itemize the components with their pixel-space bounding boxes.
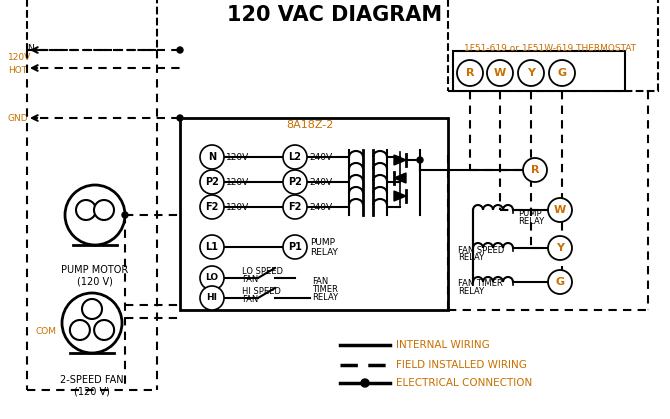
Text: RELAY: RELAY bbox=[458, 253, 484, 262]
Circle shape bbox=[518, 60, 544, 86]
Bar bbox=[453, 51, 625, 91]
Text: RELAY: RELAY bbox=[458, 287, 484, 297]
Circle shape bbox=[523, 158, 547, 182]
Text: 240V: 240V bbox=[309, 153, 332, 161]
Circle shape bbox=[62, 293, 122, 353]
Text: LO: LO bbox=[75, 334, 85, 342]
Text: FIELD INSTALLED WIRING: FIELD INSTALLED WIRING bbox=[396, 360, 527, 370]
Text: HOT: HOT bbox=[8, 65, 27, 75]
Polygon shape bbox=[394, 191, 406, 201]
Text: FAN: FAN bbox=[242, 274, 258, 284]
Text: F2: F2 bbox=[205, 202, 218, 212]
Text: R: R bbox=[531, 165, 539, 175]
Text: HI: HI bbox=[206, 293, 218, 303]
Text: 240V: 240V bbox=[309, 202, 332, 212]
Text: 120V: 120V bbox=[8, 52, 31, 62]
Text: FAN: FAN bbox=[312, 277, 328, 285]
Circle shape bbox=[417, 157, 423, 163]
Text: RELAY: RELAY bbox=[312, 292, 338, 302]
Text: 120V: 120V bbox=[226, 178, 249, 186]
Circle shape bbox=[65, 185, 125, 245]
Circle shape bbox=[200, 170, 224, 194]
Text: Y: Y bbox=[556, 243, 564, 253]
Text: 120V: 120V bbox=[226, 202, 249, 212]
Circle shape bbox=[82, 299, 102, 319]
Text: L2: L2 bbox=[289, 152, 302, 162]
Circle shape bbox=[548, 198, 572, 222]
Circle shape bbox=[283, 235, 307, 259]
Text: FAN: FAN bbox=[242, 295, 258, 303]
Text: RELAY: RELAY bbox=[310, 248, 338, 256]
Text: N: N bbox=[208, 152, 216, 162]
Bar bbox=[180, 118, 448, 310]
Bar bbox=[27, 0, 157, 50]
Polygon shape bbox=[394, 173, 406, 183]
Text: 8A18Z-2: 8A18Z-2 bbox=[286, 120, 334, 130]
Text: G: G bbox=[557, 68, 567, 78]
Circle shape bbox=[76, 200, 96, 220]
Circle shape bbox=[548, 270, 572, 294]
Text: F2: F2 bbox=[288, 202, 302, 212]
Circle shape bbox=[200, 266, 224, 290]
Text: L1: L1 bbox=[206, 242, 218, 252]
Circle shape bbox=[487, 60, 513, 86]
Text: GND: GND bbox=[8, 114, 29, 122]
Circle shape bbox=[361, 379, 369, 387]
Text: 120V: 120V bbox=[226, 153, 249, 161]
Circle shape bbox=[548, 236, 572, 260]
Text: W: W bbox=[494, 68, 506, 78]
Circle shape bbox=[94, 200, 114, 220]
Text: 120 VAC DIAGRAM: 120 VAC DIAGRAM bbox=[227, 5, 443, 25]
Text: PUMP: PUMP bbox=[518, 209, 541, 217]
Text: Y: Y bbox=[527, 68, 535, 78]
Circle shape bbox=[200, 235, 224, 259]
Circle shape bbox=[200, 286, 224, 310]
Circle shape bbox=[283, 170, 307, 194]
Text: FAN SPEED: FAN SPEED bbox=[458, 246, 505, 254]
Text: P2: P2 bbox=[288, 177, 302, 187]
Text: P1: P1 bbox=[288, 242, 302, 252]
Text: INTERNAL WIRING: INTERNAL WIRING bbox=[396, 340, 490, 350]
Circle shape bbox=[457, 60, 483, 86]
Text: HI SPEED: HI SPEED bbox=[242, 287, 281, 295]
Text: R: R bbox=[466, 68, 474, 78]
Circle shape bbox=[549, 60, 575, 86]
Text: N: N bbox=[27, 44, 34, 52]
Text: G: G bbox=[555, 277, 565, 287]
Polygon shape bbox=[394, 155, 406, 165]
Circle shape bbox=[94, 320, 114, 340]
Circle shape bbox=[70, 320, 90, 340]
Circle shape bbox=[177, 115, 183, 121]
Text: 240V: 240V bbox=[309, 178, 332, 186]
Circle shape bbox=[200, 145, 224, 169]
Text: PUMP MOTOR
(120 V): PUMP MOTOR (120 V) bbox=[62, 265, 129, 287]
Text: ELECTRICAL CONNECTION: ELECTRICAL CONNECTION bbox=[396, 378, 532, 388]
Circle shape bbox=[200, 195, 224, 219]
Circle shape bbox=[283, 145, 307, 169]
Text: 1F51-619 or 1F51W-619 THERMOSTAT: 1F51-619 or 1F51W-619 THERMOSTAT bbox=[464, 44, 636, 52]
Bar bbox=[448, 0, 658, 91]
Text: LO SPEED: LO SPEED bbox=[242, 266, 283, 276]
Text: COM: COM bbox=[35, 326, 56, 336]
Text: FAN TIMER: FAN TIMER bbox=[458, 279, 502, 289]
Text: RELAY: RELAY bbox=[518, 217, 544, 225]
Circle shape bbox=[283, 195, 307, 219]
Text: TIMER: TIMER bbox=[312, 285, 338, 293]
Circle shape bbox=[177, 47, 183, 53]
Text: PUMP: PUMP bbox=[310, 238, 335, 246]
Text: HI: HI bbox=[96, 341, 104, 349]
Text: W: W bbox=[554, 205, 566, 215]
Text: 2-SPEED FAN
(120 V): 2-SPEED FAN (120 V) bbox=[60, 375, 124, 397]
Circle shape bbox=[122, 212, 128, 218]
Text: LO: LO bbox=[206, 274, 218, 282]
Text: P2: P2 bbox=[205, 177, 219, 187]
